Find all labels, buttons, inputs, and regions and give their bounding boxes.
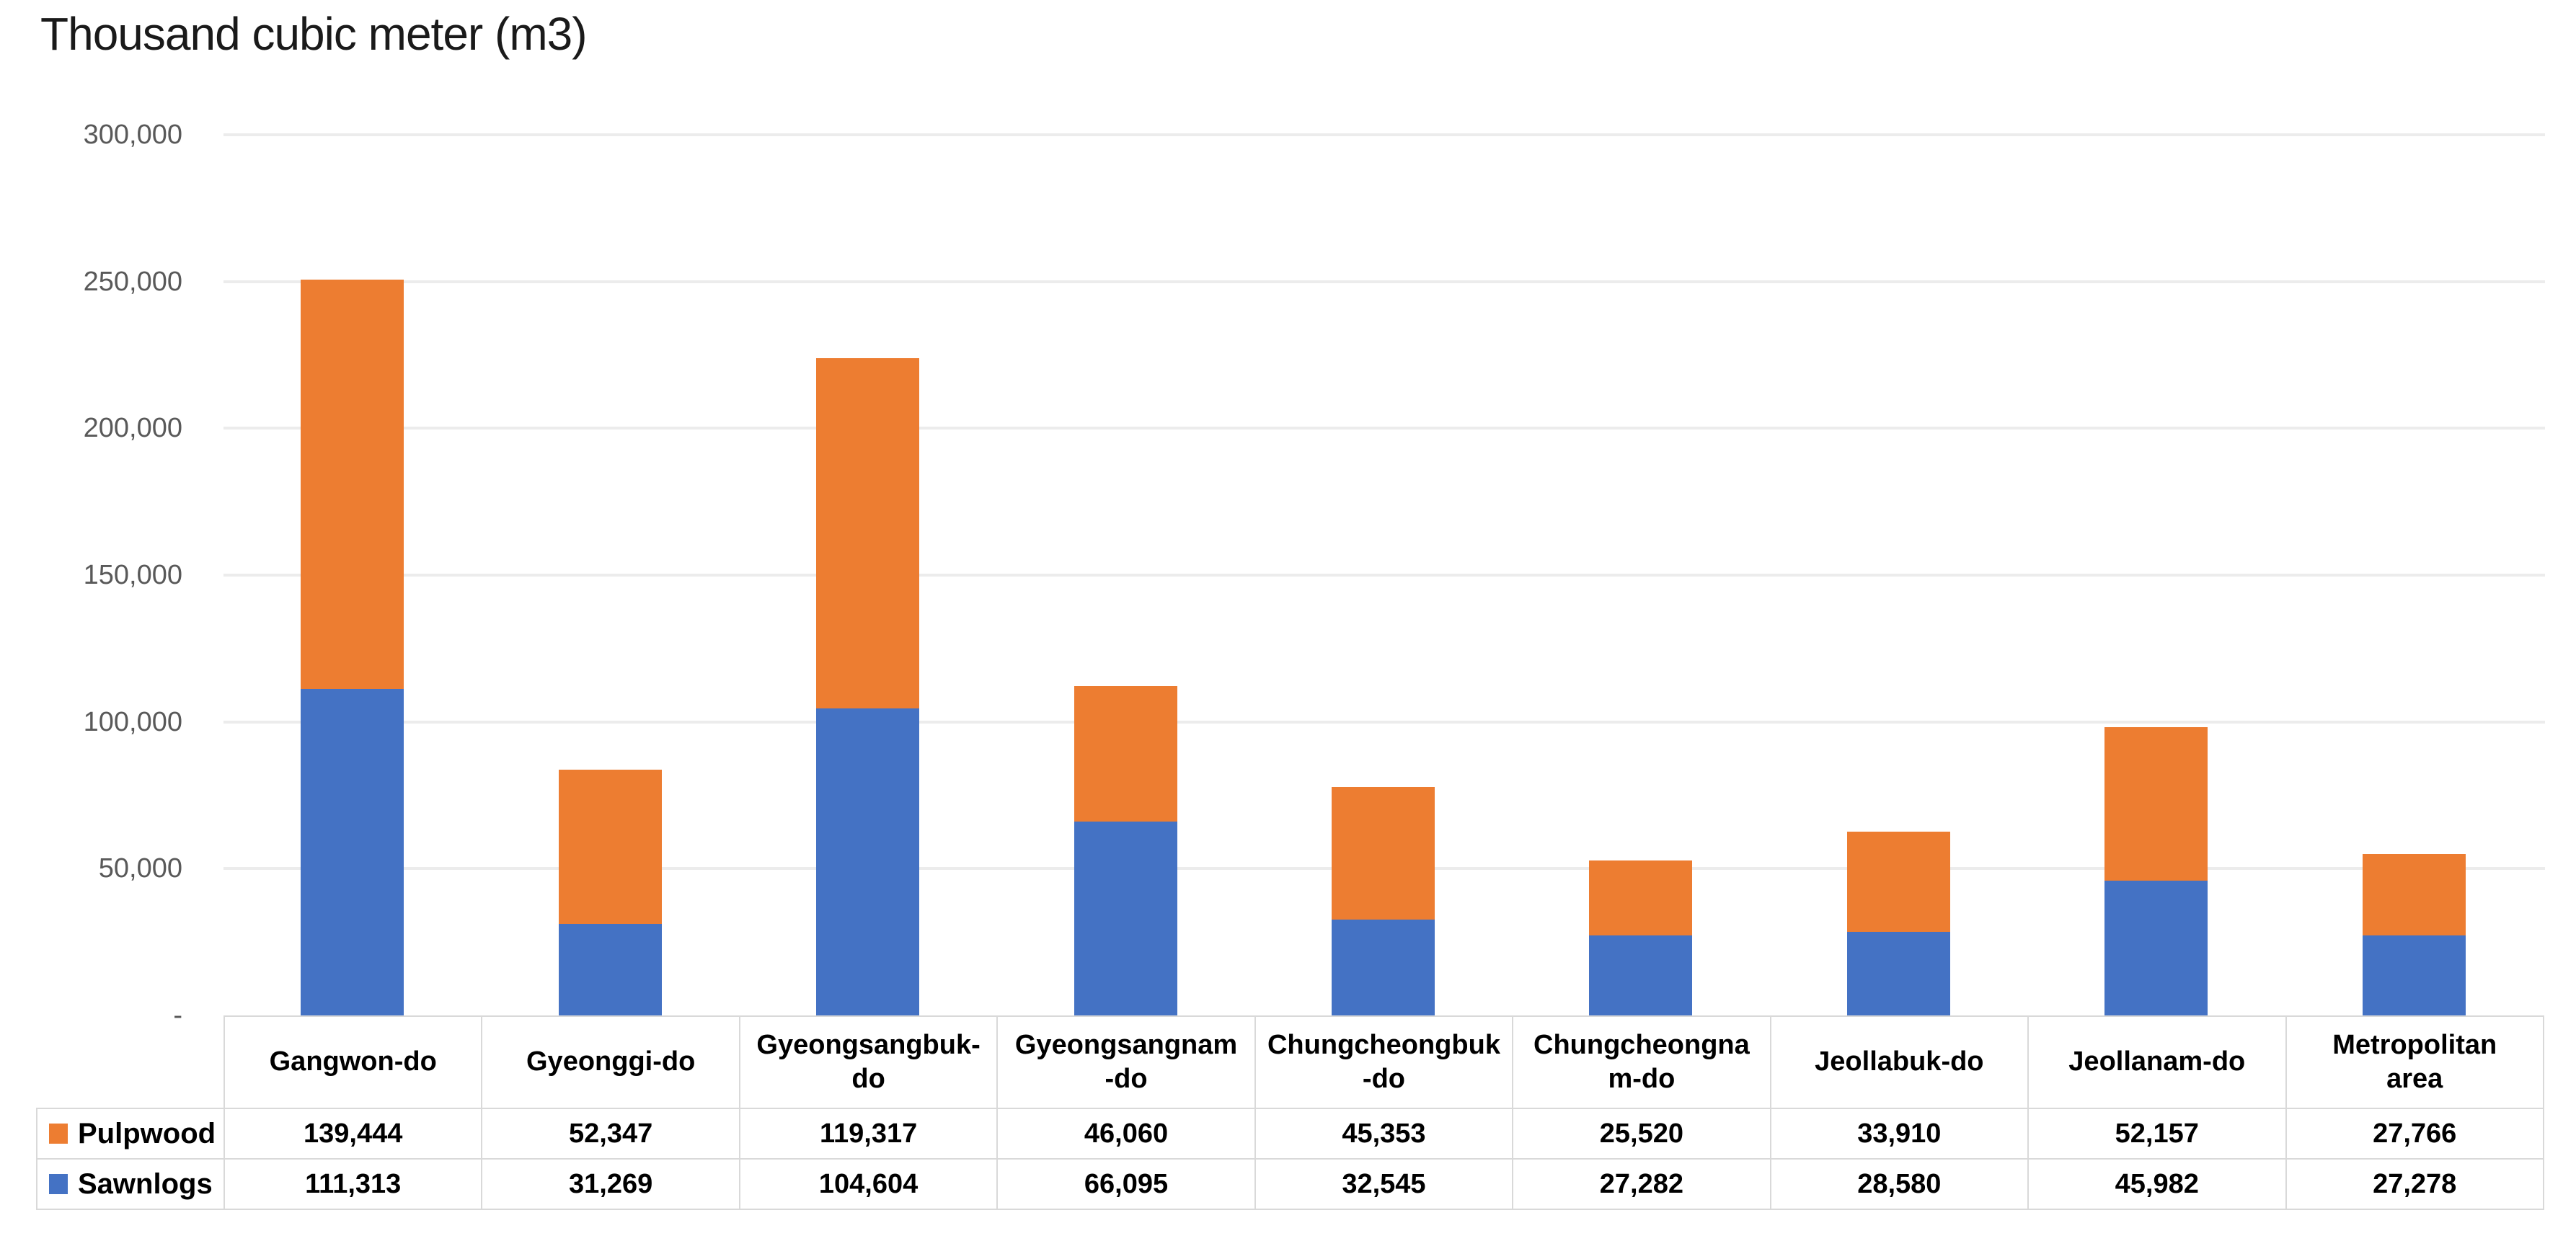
value-pulpwood-jeollabuk-do: 33,910 (1769, 1108, 2030, 1160)
gridline-300000 (223, 133, 2545, 136)
legend-cell-sawnlogs: Sawnlogs (36, 1158, 225, 1210)
table-header-jeollabuk-do: Jeollabuk-do (1769, 1015, 2030, 1109)
bar-segment-pulpwood-gyeongsangnam-do[interactable] (1074, 686, 1177, 822)
bar-segment-pulpwood-chungcheongbuk-do[interactable] (1331, 786, 1435, 920)
value-pulpwood-jeollanam-do: 52,157 (2027, 1108, 2287, 1160)
gridline-100000 (223, 720, 2545, 724)
bar-gyeongsangnam-do[interactable] (1074, 686, 1177, 1015)
bar-segment-sawnlogs-gyeonggi-do[interactable] (558, 923, 662, 1015)
value-pulpwood-chungcheongbuk-do: 45,353 (1254, 1108, 1514, 1160)
legend-swatch-pulpwood (49, 1124, 68, 1144)
y-tick-label-200000: 200,000 (83, 413, 182, 444)
value-pulpwood-gangwon-do: 139,444 (223, 1108, 483, 1160)
bar-chungcheongnam-do[interactable] (1589, 860, 1693, 1015)
bar-gyeongsangbuk-do[interactable] (816, 357, 920, 1015)
y-tick-label-150000: 150,000 (83, 560, 182, 590)
value-pulpwood-gyeongsangbuk-do: 119,317 (738, 1108, 999, 1160)
gridline-200000 (223, 427, 2545, 430)
table-header-gyeongsangnam-do: Gyeongsangnam -do (996, 1015, 1256, 1109)
value-sawnlogs-gangwon-do: 111,313 (223, 1158, 483, 1210)
bar-segment-pulpwood-chungcheongnam-do[interactable] (1589, 860, 1693, 935)
bar-gyeonggi-do[interactable] (558, 770, 662, 1015)
table-header-jeollanam-do: Jeollanam-do (2027, 1015, 2287, 1109)
bar-segment-sawnlogs-chungcheongnam-do[interactable] (1589, 935, 1693, 1015)
bar-segment-sawnlogs-gyeongsangnam-do[interactable] (1074, 821, 1177, 1015)
chart-title: Thousand cubic meter (m3) (40, 8, 588, 60)
bar-segment-sawnlogs-chungcheongbuk-do[interactable] (1331, 920, 1435, 1015)
table-header-chungcheongnam-do: Chungcheongna m-do (1512, 1015, 1771, 1109)
bar-metropolitan-area[interactable] (2362, 853, 2466, 1015)
legend-label-pulpwood: Pulpwood (78, 1117, 216, 1149)
table-row-pulpwood: Pulpwood 139,444 52,347 119,317 46,060 45,353… (36, 1108, 2544, 1160)
table-header-gangwon-do: Gangwon-do (223, 1015, 483, 1109)
gridline-150000 (223, 574, 2545, 577)
value-sawnlogs-gyeongsangnam-do: 66,095 (996, 1158, 1256, 1210)
value-pulpwood-gyeonggi-do: 52,347 (481, 1108, 740, 1160)
bar-segment-sawnlogs-jeollanam-do[interactable] (2104, 880, 2208, 1015)
table-header-chungcheongbuk-do: Chungcheongbuk -do (1254, 1015, 1514, 1109)
data-table: Gangwon-do Gyeonggi-do Gyeongsangbuk- do Gy… (36, 1015, 2544, 1210)
value-sawnlogs-gyeonggi-do: 31,269 (481, 1158, 740, 1210)
bar-segment-sawnlogs-gangwon-do[interactable] (301, 688, 404, 1015)
y-tick-label-zero: - (173, 1000, 182, 1031)
bar-segment-sawnlogs-jeollabuk-do[interactable] (1846, 931, 1950, 1015)
value-sawnlogs-chungcheongnam-do: 27,282 (1512, 1158, 1771, 1210)
bar-segment-pulpwood-gyeonggi-do[interactable] (558, 770, 662, 924)
gridline-250000 (223, 280, 2545, 283)
table-header-gyeonggi-do: Gyeonggi-do (481, 1015, 740, 1109)
plot-area (223, 133, 2545, 1015)
bar-chungcheongbuk-do[interactable] (1331, 786, 1435, 1015)
bar-segment-pulpwood-gangwon-do[interactable] (301, 279, 404, 689)
legend-cell-pulpwood: Pulpwood (36, 1108, 225, 1160)
bar-segment-sawnlogs-gyeongsangbuk-do[interactable] (816, 708, 920, 1015)
bar-segment-pulpwood-gyeongsangbuk-do[interactable] (816, 357, 920, 708)
value-sawnlogs-gyeongsangbuk-do: 104,604 (738, 1158, 999, 1210)
y-tick-label-300000: 300,000 (83, 120, 182, 150)
bar-gangwon-do[interactable] (301, 279, 404, 1015)
table-header-metropolitan-area: Metropolitan area (2285, 1015, 2544, 1109)
value-sawnlogs-jeollabuk-do: 28,580 (1769, 1158, 2030, 1210)
y-tick-label-100000: 100,000 (83, 706, 182, 737)
bar-segment-sawnlogs-metropolitan-area[interactable] (2362, 935, 2466, 1015)
table-header-gyeongsangbuk-do: Gyeongsangbuk- do (738, 1015, 999, 1109)
bar-segment-pulpwood-jeollabuk-do[interactable] (1846, 832, 1950, 932)
value-sawnlogs-jeollanam-do: 45,982 (2027, 1158, 2287, 1210)
bar-jeollabuk-do[interactable] (1846, 832, 1950, 1015)
bar-jeollanam-do[interactable] (2104, 727, 2208, 1015)
table-row-sawnlogs: Sawnlogs 111,313 31,269 104,604 66,095 32,545… (36, 1158, 2544, 1210)
y-tick-label-50000: 50,000 (98, 853, 182, 884)
bar-segment-pulpwood-metropolitan-area[interactable] (2362, 853, 2466, 935)
value-pulpwood-metropolitan-area: 27,766 (2285, 1108, 2544, 1160)
legend-swatch-sawnlogs (49, 1174, 68, 1194)
bar-segment-pulpwood-jeollanam-do[interactable] (2104, 727, 2208, 881)
value-sawnlogs-metropolitan-area: 27,278 (2285, 1158, 2544, 1210)
value-pulpwood-gyeongsangnam-do: 46,060 (996, 1108, 1256, 1160)
value-pulpwood-chungcheongnam-do: 25,520 (1512, 1108, 1771, 1160)
legend-label-sawnlogs: Sawnlogs (78, 1167, 213, 1200)
value-sawnlogs-chungcheongbuk-do: 32,545 (1254, 1158, 1514, 1210)
y-tick-label-250000: 250,000 (83, 266, 182, 297)
